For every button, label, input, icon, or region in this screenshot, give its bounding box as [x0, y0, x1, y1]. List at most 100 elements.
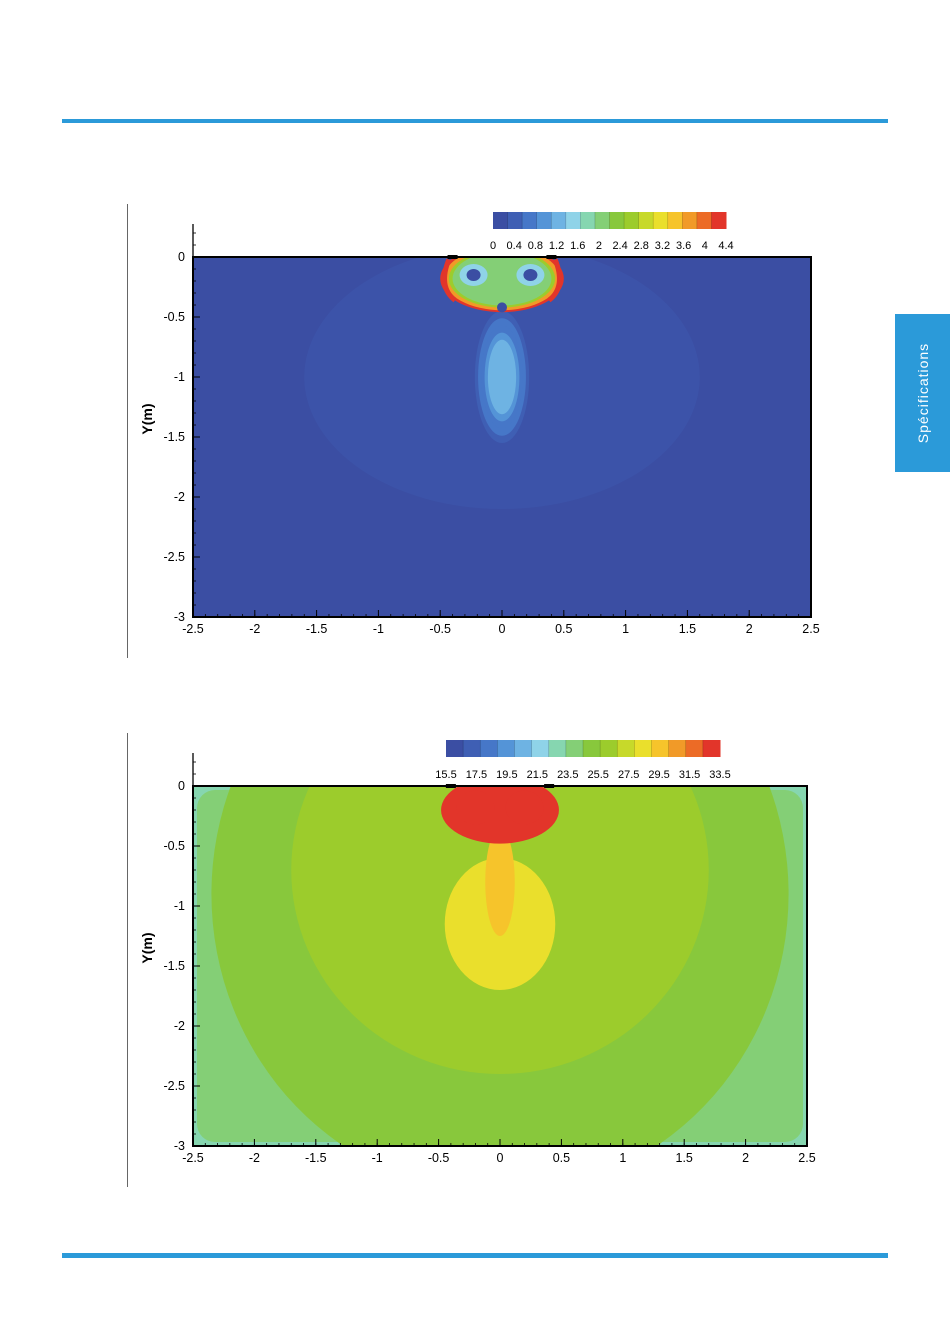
colorbar-segment	[685, 740, 704, 757]
x-tick-label: -2	[249, 1151, 260, 1165]
colorbar-label: 4.4	[718, 240, 733, 252]
colorbar-segment	[638, 212, 654, 229]
colorbar-segment	[551, 212, 567, 229]
colorbar-segment	[583, 740, 601, 757]
colorbar-segment	[497, 740, 515, 757]
eddy-core	[466, 269, 481, 281]
y-tick-label: -0.5	[163, 839, 185, 853]
y-tick-label: -2.5	[163, 550, 185, 564]
x-tick-label: 2.5	[802, 622, 819, 636]
contour-field	[193, 257, 811, 617]
x-tick-label: -2.5	[182, 622, 204, 636]
colorbar-segment	[702, 740, 721, 757]
x-tick-label: -1	[372, 1151, 383, 1165]
colorbar-label: 0.8	[528, 240, 543, 252]
colorbar-segment	[565, 212, 581, 229]
colorbar-segment	[446, 740, 464, 757]
outlet-core	[505, 790, 544, 825]
contour-field	[193, 786, 807, 1146]
x-tick-label: -2	[249, 622, 260, 636]
footer-rule	[62, 1253, 888, 1258]
colorbar-label: 23.5	[557, 769, 578, 781]
colorbar-segment	[653, 212, 669, 229]
x-tick-label: -0.5	[429, 622, 451, 636]
section-tab-label: Spécifications	[914, 342, 931, 444]
x-tick-label: -1.5	[305, 1151, 327, 1165]
y-tick-label: -3	[174, 610, 185, 624]
colorbar-label: 0.4	[507, 240, 522, 252]
x-tick-label: 2	[746, 622, 753, 636]
y-tick-label: -3	[174, 1139, 185, 1153]
colorbar-label: 2.4	[612, 240, 627, 252]
x-tick-label: 0	[499, 622, 506, 636]
y-tick-label: -1.5	[163, 430, 185, 444]
x-tick-label: 2.5	[798, 1151, 815, 1165]
x-tick-label: 1	[619, 1151, 626, 1165]
colorbar-segment	[696, 212, 712, 229]
header-rule	[62, 119, 888, 123]
colorbar-label: 0	[490, 240, 496, 252]
colorbar-segment	[600, 740, 618, 757]
colorbar-segment	[609, 212, 625, 229]
y-tick-label: 0	[178, 250, 185, 264]
x-tick-label: 1	[622, 622, 629, 636]
colorbar-segment	[480, 740, 498, 757]
colorbar-label: 19.5	[496, 769, 517, 781]
colorbar-segment	[617, 740, 635, 757]
temperature-contour-chart: -2.5 -2 -1.5 -1 -0.5 0 0.5 1 1.5 2 2.5 0 -0.5 -1 -1.5 -…	[139, 740, 816, 1165]
y-tick-label: -2	[174, 1019, 185, 1033]
x-tick-label: 0.5	[555, 622, 572, 636]
high-velocity-edge	[442, 258, 457, 303]
y-tick-label: -1	[174, 899, 185, 913]
velocity-contour-chart: -2.5 -2 -1.5 -1 -0.5 0 0.5 1 1.5 2 2.5 0 -0.5 -1 -1.5 -…	[139, 212, 820, 636]
high-velocity-edge	[547, 258, 562, 303]
colorbar-label: 1.6	[570, 240, 585, 252]
y-tick-label: 0	[178, 779, 185, 793]
colorbar-segment	[624, 212, 640, 229]
x-tick-label: -0.5	[428, 1151, 450, 1165]
colorbar-label: 15.5	[435, 769, 456, 781]
temperature-figure: -2.5 -2 -1.5 -1 -0.5 0 0.5 1 1.5 2 2.5 0 -0.5 -1 -1.5 -…	[0, 733, 900, 1193]
y-axis-label: Y(m)	[139, 403, 155, 434]
velocity-figure: -2.5 -2 -1.5 -1 -0.5 0 0.5 1 1.5 2 2.5 0 -0.5 -1 -1.5 -…	[0, 204, 900, 664]
colorbar-segment	[463, 740, 481, 757]
colorbar-label: 25.5	[588, 769, 609, 781]
y-tick-label: -2	[174, 490, 185, 504]
colorbar-segment	[565, 740, 584, 757]
x-tick-label: 0	[497, 1151, 504, 1165]
eddy-core	[523, 269, 538, 281]
colorbar-segment	[507, 212, 523, 229]
plume-contour	[485, 828, 515, 936]
x-tick-label: -1	[373, 622, 384, 636]
colorbar-segment	[522, 212, 538, 229]
colorbar-label: 33.5	[709, 769, 730, 781]
colorbar-segment	[594, 212, 610, 229]
stagnation-point	[497, 302, 507, 313]
y-tick-label: -0.5	[163, 310, 185, 324]
colorbar-label: 29.5	[648, 769, 669, 781]
colorbar-label: 1.2	[549, 240, 564, 252]
x-tick-label: 2	[742, 1151, 749, 1165]
x-tick-label: 1.5	[679, 622, 696, 636]
colorbar-segment	[580, 212, 596, 229]
plume-contour	[487, 339, 517, 415]
colorbar-label: 17.5	[466, 769, 487, 781]
colorbar-segment	[667, 212, 683, 229]
colorbar-segment	[651, 740, 670, 757]
colorbar-label: 31.5	[679, 769, 700, 781]
colorbar-segment	[668, 740, 687, 757]
section-tab[interactable]: Spécifications	[895, 314, 950, 472]
colorbar-segment	[536, 212, 552, 229]
x-tick-label: -1.5	[306, 622, 328, 636]
colorbar-segment	[711, 212, 727, 229]
colorbar-label: 4	[702, 240, 708, 252]
figure-divider	[127, 733, 128, 1187]
y-axis-label: Y(m)	[139, 932, 155, 963]
colorbar-label: 3.2	[655, 240, 670, 252]
colorbar-label: 27.5	[618, 769, 639, 781]
colorbar-label: 2	[596, 240, 602, 252]
colorbar-label: 21.5	[527, 769, 548, 781]
outlet-core	[456, 790, 495, 825]
colorbar-label: 3.6	[676, 240, 691, 252]
colorbar-segment	[682, 212, 698, 229]
